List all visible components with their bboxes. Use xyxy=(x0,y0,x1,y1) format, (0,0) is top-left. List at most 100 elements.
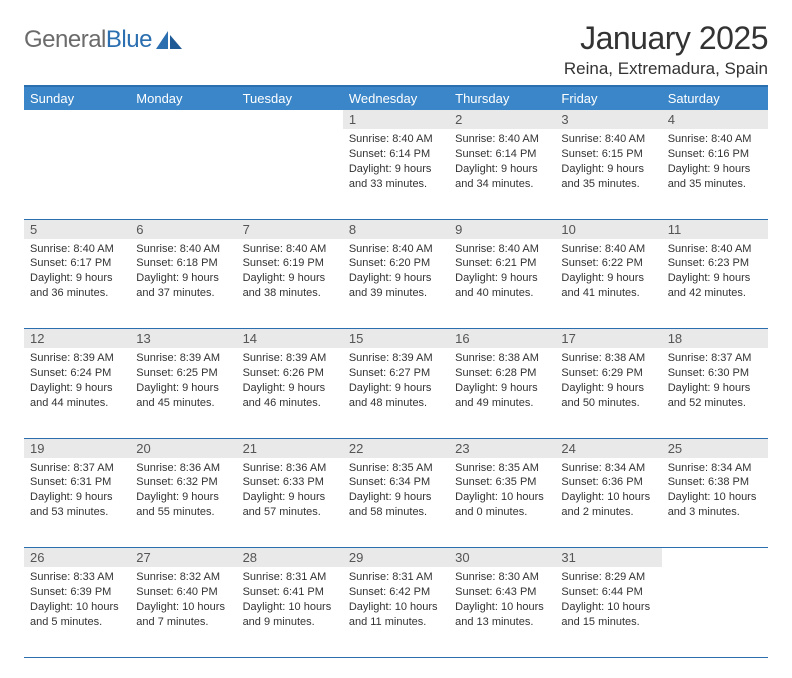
brand-logo: GeneralBlue xyxy=(24,20,184,54)
day-details: Sunrise: 8:32 AMSunset: 6:40 PMDaylight:… xyxy=(130,567,236,635)
day-details: Sunrise: 8:34 AMSunset: 6:38 PMDaylight:… xyxy=(662,458,768,526)
sunrise-line: Sunrise: 8:31 AM xyxy=(349,570,443,585)
day-details: Sunrise: 8:40 AMSunset: 6:14 PMDaylight:… xyxy=(449,129,555,197)
sunset-line: Sunset: 6:38 PM xyxy=(668,475,762,490)
weekday-header: Monday xyxy=(130,86,236,110)
daylight-line: Daylight: 9 hours and 37 minutes. xyxy=(136,271,230,301)
day-details: Sunrise: 8:36 AMSunset: 6:32 PMDaylight:… xyxy=(130,458,236,526)
sunset-line: Sunset: 6:43 PM xyxy=(455,585,549,600)
day-number-cell: 3 xyxy=(555,110,661,129)
sunrise-line: Sunrise: 8:40 AM xyxy=(136,242,230,257)
day-cell: Sunrise: 8:37 AMSunset: 6:30 PMDaylight:… xyxy=(662,348,768,438)
day-cell: Sunrise: 8:36 AMSunset: 6:33 PMDaylight:… xyxy=(237,458,343,548)
day-cell: Sunrise: 8:33 AMSunset: 6:39 PMDaylight:… xyxy=(24,567,130,657)
sunset-line: Sunset: 6:17 PM xyxy=(30,256,124,271)
daylight-line: Daylight: 9 hours and 41 minutes. xyxy=(561,271,655,301)
day-cell: Sunrise: 8:35 AMSunset: 6:35 PMDaylight:… xyxy=(449,458,555,548)
daylight-line: Daylight: 9 hours and 39 minutes. xyxy=(349,271,443,301)
daylight-line: Daylight: 10 hours and 13 minutes. xyxy=(455,600,549,630)
day-number-cell: 17 xyxy=(555,329,661,349)
day-details: Sunrise: 8:39 AMSunset: 6:27 PMDaylight:… xyxy=(343,348,449,416)
sunset-line: Sunset: 6:24 PM xyxy=(30,366,124,381)
day-number-row: 19202122232425 xyxy=(24,438,768,458)
day-details: Sunrise: 8:40 AMSunset: 6:18 PMDaylight:… xyxy=(130,239,236,307)
sunset-line: Sunset: 6:20 PM xyxy=(349,256,443,271)
day-number-cell: 1 xyxy=(343,110,449,129)
sunrise-line: Sunrise: 8:40 AM xyxy=(30,242,124,257)
day-cell: Sunrise: 8:40 AMSunset: 6:15 PMDaylight:… xyxy=(555,129,661,219)
sunrise-line: Sunrise: 8:29 AM xyxy=(561,570,655,585)
day-number-cell: 22 xyxy=(343,438,449,458)
brand-part2: Blue xyxy=(106,26,152,53)
daylight-line: Daylight: 10 hours and 0 minutes. xyxy=(455,490,549,520)
day-details: Sunrise: 8:40 AMSunset: 6:21 PMDaylight:… xyxy=(449,239,555,307)
day-cell: Sunrise: 8:39 AMSunset: 6:27 PMDaylight:… xyxy=(343,348,449,438)
day-details: Sunrise: 8:39 AMSunset: 6:26 PMDaylight:… xyxy=(237,348,343,416)
day-details: Sunrise: 8:35 AMSunset: 6:35 PMDaylight:… xyxy=(449,458,555,526)
day-number-cell: 30 xyxy=(449,548,555,568)
daylight-line: Daylight: 9 hours and 36 minutes. xyxy=(30,271,124,301)
sunset-line: Sunset: 6:19 PM xyxy=(243,256,337,271)
day-cell: Sunrise: 8:30 AMSunset: 6:43 PMDaylight:… xyxy=(449,567,555,657)
day-cell: Sunrise: 8:40 AMSunset: 6:19 PMDaylight:… xyxy=(237,239,343,329)
sunrise-line: Sunrise: 8:39 AM xyxy=(349,351,443,366)
day-cell: Sunrise: 8:31 AMSunset: 6:41 PMDaylight:… xyxy=(237,567,343,657)
sunset-line: Sunset: 6:28 PM xyxy=(455,366,549,381)
sunset-line: Sunset: 6:14 PM xyxy=(349,147,443,162)
day-number-cell: 21 xyxy=(237,438,343,458)
sunrise-line: Sunrise: 8:40 AM xyxy=(561,132,655,147)
weekday-header: Tuesday xyxy=(237,86,343,110)
day-number-cell: 29 xyxy=(343,548,449,568)
day-cell: Sunrise: 8:40 AMSunset: 6:23 PMDaylight:… xyxy=(662,239,768,329)
day-cell: Sunrise: 8:38 AMSunset: 6:29 PMDaylight:… xyxy=(555,348,661,438)
sunset-line: Sunset: 6:27 PM xyxy=(349,366,443,381)
sunset-line: Sunset: 6:33 PM xyxy=(243,475,337,490)
sunset-line: Sunset: 6:42 PM xyxy=(349,585,443,600)
location: Reina, Extremadura, Spain xyxy=(564,59,768,79)
day-cell xyxy=(237,129,343,219)
sunrise-line: Sunrise: 8:40 AM xyxy=(668,242,762,257)
day-number-cell: 5 xyxy=(24,219,130,239)
day-number-cell xyxy=(24,110,130,129)
sunrise-line: Sunrise: 8:39 AM xyxy=(30,351,124,366)
day-cell: Sunrise: 8:40 AMSunset: 6:18 PMDaylight:… xyxy=(130,239,236,329)
weekday-header: Saturday xyxy=(662,86,768,110)
day-cell: Sunrise: 8:31 AMSunset: 6:42 PMDaylight:… xyxy=(343,567,449,657)
day-details: Sunrise: 8:31 AMSunset: 6:42 PMDaylight:… xyxy=(343,567,449,635)
sunset-line: Sunset: 6:29 PM xyxy=(561,366,655,381)
sunrise-line: Sunrise: 8:40 AM xyxy=(455,242,549,257)
day-number-cell xyxy=(237,110,343,129)
sunset-line: Sunset: 6:23 PM xyxy=(668,256,762,271)
day-number-cell: 16 xyxy=(449,329,555,349)
sunset-line: Sunset: 6:39 PM xyxy=(30,585,124,600)
calendar-body: 1234Sunrise: 8:40 AMSunset: 6:14 PMDayli… xyxy=(24,110,768,657)
day-details: Sunrise: 8:31 AMSunset: 6:41 PMDaylight:… xyxy=(237,567,343,635)
day-cell: Sunrise: 8:39 AMSunset: 6:25 PMDaylight:… xyxy=(130,348,236,438)
day-cell: Sunrise: 8:40 AMSunset: 6:17 PMDaylight:… xyxy=(24,239,130,329)
daylight-line: Daylight: 9 hours and 40 minutes. xyxy=(455,271,549,301)
day-number-row: 1234 xyxy=(24,110,768,129)
daylight-line: Daylight: 10 hours and 9 minutes. xyxy=(243,600,337,630)
day-details: Sunrise: 8:40 AMSunset: 6:22 PMDaylight:… xyxy=(555,239,661,307)
day-cell xyxy=(130,129,236,219)
daylight-line: Daylight: 9 hours and 35 minutes. xyxy=(668,162,762,192)
daylight-line: Daylight: 10 hours and 3 minutes. xyxy=(668,490,762,520)
daylight-line: Daylight: 9 hours and 53 minutes. xyxy=(30,490,124,520)
sunset-line: Sunset: 6:35 PM xyxy=(455,475,549,490)
daylight-line: Daylight: 9 hours and 49 minutes. xyxy=(455,381,549,411)
sunrise-line: Sunrise: 8:35 AM xyxy=(455,461,549,476)
day-number-cell: 15 xyxy=(343,329,449,349)
sunrise-line: Sunrise: 8:40 AM xyxy=(561,242,655,257)
day-cell: Sunrise: 8:40 AMSunset: 6:14 PMDaylight:… xyxy=(343,129,449,219)
day-number-cell: 12 xyxy=(24,329,130,349)
day-cell: Sunrise: 8:37 AMSunset: 6:31 PMDaylight:… xyxy=(24,458,130,548)
sunrise-line: Sunrise: 8:30 AM xyxy=(455,570,549,585)
daylight-line: Daylight: 10 hours and 11 minutes. xyxy=(349,600,443,630)
day-details: Sunrise: 8:40 AMSunset: 6:16 PMDaylight:… xyxy=(662,129,768,197)
day-number-cell: 24 xyxy=(555,438,661,458)
day-cell xyxy=(24,129,130,219)
daylight-line: Daylight: 9 hours and 58 minutes. xyxy=(349,490,443,520)
day-details: Sunrise: 8:34 AMSunset: 6:36 PMDaylight:… xyxy=(555,458,661,526)
weekday-header: Wednesday xyxy=(343,86,449,110)
weekday-header: Friday xyxy=(555,86,661,110)
